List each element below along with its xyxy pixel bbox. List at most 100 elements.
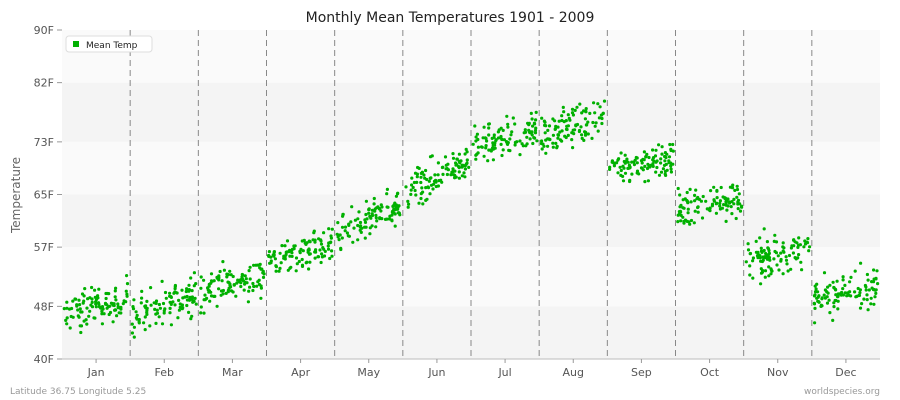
data-point	[476, 151, 480, 155]
data-point	[501, 148, 505, 152]
data-point	[767, 248, 771, 253]
data-point	[840, 290, 844, 295]
data-point	[303, 241, 307, 245]
data-point	[663, 151, 668, 155]
data-point	[97, 302, 101, 306]
data-point	[813, 284, 817, 288]
data-point	[530, 133, 534, 137]
data-point	[534, 110, 538, 114]
data-point	[527, 128, 531, 132]
data-point	[428, 192, 432, 196]
data-point	[283, 255, 287, 259]
data-point	[632, 163, 637, 167]
data-point	[370, 224, 374, 228]
data-point	[565, 127, 569, 132]
data-point	[247, 269, 251, 273]
data-point	[199, 275, 203, 279]
x-tick-label: Jun	[427, 366, 445, 379]
data-point	[544, 151, 548, 155]
data-point	[169, 295, 173, 299]
data-point	[225, 275, 229, 279]
data-point	[413, 171, 418, 175]
data-point	[618, 165, 622, 169]
data-point	[820, 304, 824, 308]
data-point	[773, 233, 777, 237]
data-point	[654, 170, 658, 174]
data-point	[669, 148, 673, 153]
data-point	[272, 254, 276, 258]
data-point	[616, 171, 620, 175]
data-point	[573, 128, 577, 132]
data-point	[421, 190, 425, 194]
data-point	[349, 220, 353, 224]
data-point	[557, 119, 561, 123]
y-tick-label: 65F	[34, 189, 54, 202]
data-point	[686, 211, 690, 215]
x-tick-label: Oct	[700, 366, 720, 379]
data-point	[781, 272, 785, 276]
data-point	[530, 117, 534, 121]
data-point	[246, 300, 250, 304]
data-point	[808, 245, 812, 249]
data-point	[274, 265, 278, 269]
data-point	[419, 180, 423, 185]
data-point	[94, 302, 98, 306]
data-point	[420, 186, 424, 190]
data-point	[93, 295, 97, 299]
data-point	[277, 269, 281, 273]
data-point	[132, 298, 136, 302]
data-point	[338, 233, 342, 237]
data-point	[772, 239, 776, 243]
data-point	[113, 289, 117, 293]
data-point	[751, 276, 755, 280]
data-point	[294, 269, 298, 273]
data-point	[547, 137, 551, 141]
data-point	[449, 173, 453, 177]
y-axis-label: Temperature	[9, 157, 23, 234]
data-point	[406, 205, 410, 209]
data-point	[180, 303, 184, 307]
data-point	[765, 240, 770, 244]
data-point	[65, 300, 69, 304]
data-point	[184, 289, 188, 294]
data-point	[843, 283, 847, 287]
data-point	[800, 268, 804, 272]
data-point	[180, 288, 184, 292]
data-point	[718, 201, 722, 205]
data-point	[422, 173, 426, 177]
x-tick-label: Sep	[631, 366, 652, 379]
data-point	[645, 152, 649, 156]
data-point	[207, 282, 211, 286]
data-point	[718, 199, 723, 203]
data-point	[746, 242, 750, 246]
data-point	[135, 317, 139, 321]
data-point	[262, 272, 266, 276]
data-point	[610, 160, 614, 164]
data-point	[97, 287, 101, 291]
data-point	[523, 128, 527, 132]
data-point	[505, 141, 509, 145]
data-point	[464, 162, 468, 166]
data-point	[727, 200, 732, 204]
data-point	[696, 210, 700, 214]
data-point	[748, 264, 752, 268]
data-point	[222, 268, 226, 272]
data-point	[319, 260, 323, 265]
data-point	[145, 299, 149, 303]
data-point	[125, 282, 130, 286]
data-point	[758, 236, 762, 240]
data-point	[299, 247, 303, 251]
data-point	[111, 320, 115, 324]
data-point	[203, 298, 207, 302]
data-point	[397, 211, 401, 215]
data-point	[823, 288, 828, 292]
data-point	[113, 308, 117, 312]
data-point	[155, 308, 159, 312]
data-point	[139, 301, 143, 305]
data-point	[621, 179, 626, 183]
data-point	[669, 161, 673, 165]
data-point	[187, 310, 191, 314]
data-point	[390, 210, 394, 214]
data-point	[767, 274, 771, 278]
data-point	[375, 219, 379, 223]
